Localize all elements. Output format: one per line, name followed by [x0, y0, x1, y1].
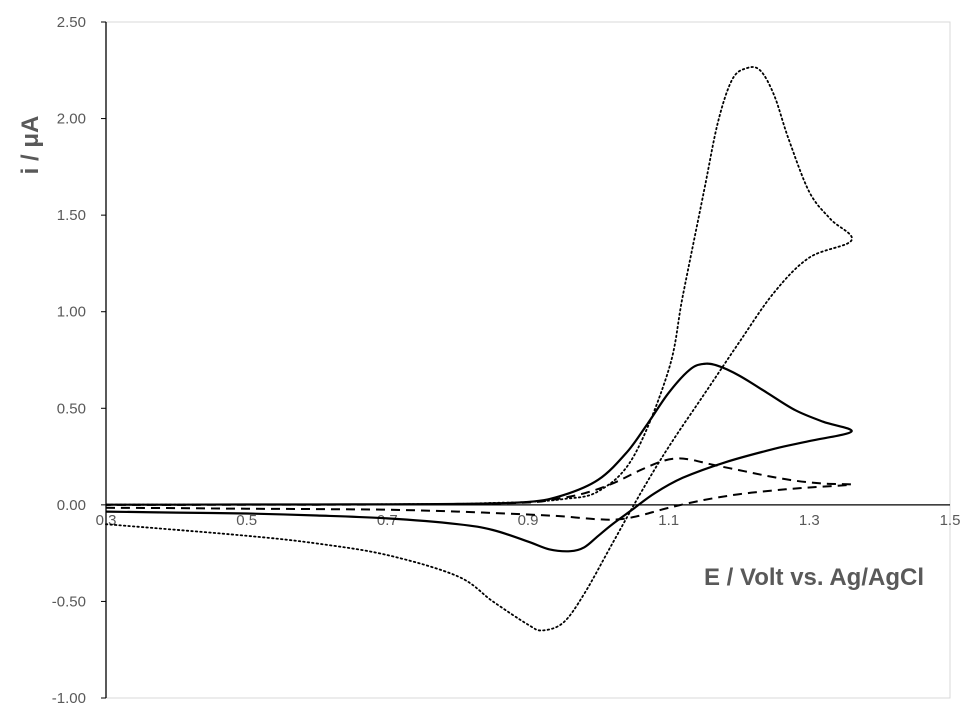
series-line-solid	[105, 362, 853, 553]
y-tick-label: 2.50	[57, 14, 86, 31]
x-tick-label: 0.9	[518, 512, 539, 529]
y-tick-label: 0.50	[57, 400, 86, 417]
x-tick-label: 1.3	[799, 512, 820, 529]
y-tick-label: 2.00	[57, 111, 86, 128]
y-tick-label: 1.50	[57, 207, 86, 224]
y-tick-labels: -1.00 -0.50 0.00 0.50 1.00 1.50 2.00 2.50	[52, 14, 106, 706]
y-tick-label: 1.00	[57, 304, 86, 321]
data-series	[105, 66, 853, 632]
x-tick-labels: 0.3 0.5 0.7 0.9 1.1 1.3 1.5	[96, 512, 961, 529]
y-tick-label: -1.00	[52, 690, 86, 706]
series-line-dotted	[105, 66, 853, 632]
y-tick-label: -0.50	[52, 593, 86, 610]
series-line-dashed	[105, 457, 853, 521]
x-tick-label: 0.5	[236, 512, 257, 529]
y-axis-title: i / μA	[17, 116, 44, 175]
plot-area-frame	[105, 21, 951, 699]
y-tick-label: 0.00	[57, 497, 86, 514]
x-axis-title: E / Volt vs. Ag/AgCl	[704, 564, 924, 591]
x-tick-label: 1.5	[940, 512, 961, 529]
x-tick-label: 0.7	[377, 512, 398, 529]
x-tick-label: 0.3	[96, 512, 117, 529]
x-tick-label: 1.1	[658, 512, 679, 529]
